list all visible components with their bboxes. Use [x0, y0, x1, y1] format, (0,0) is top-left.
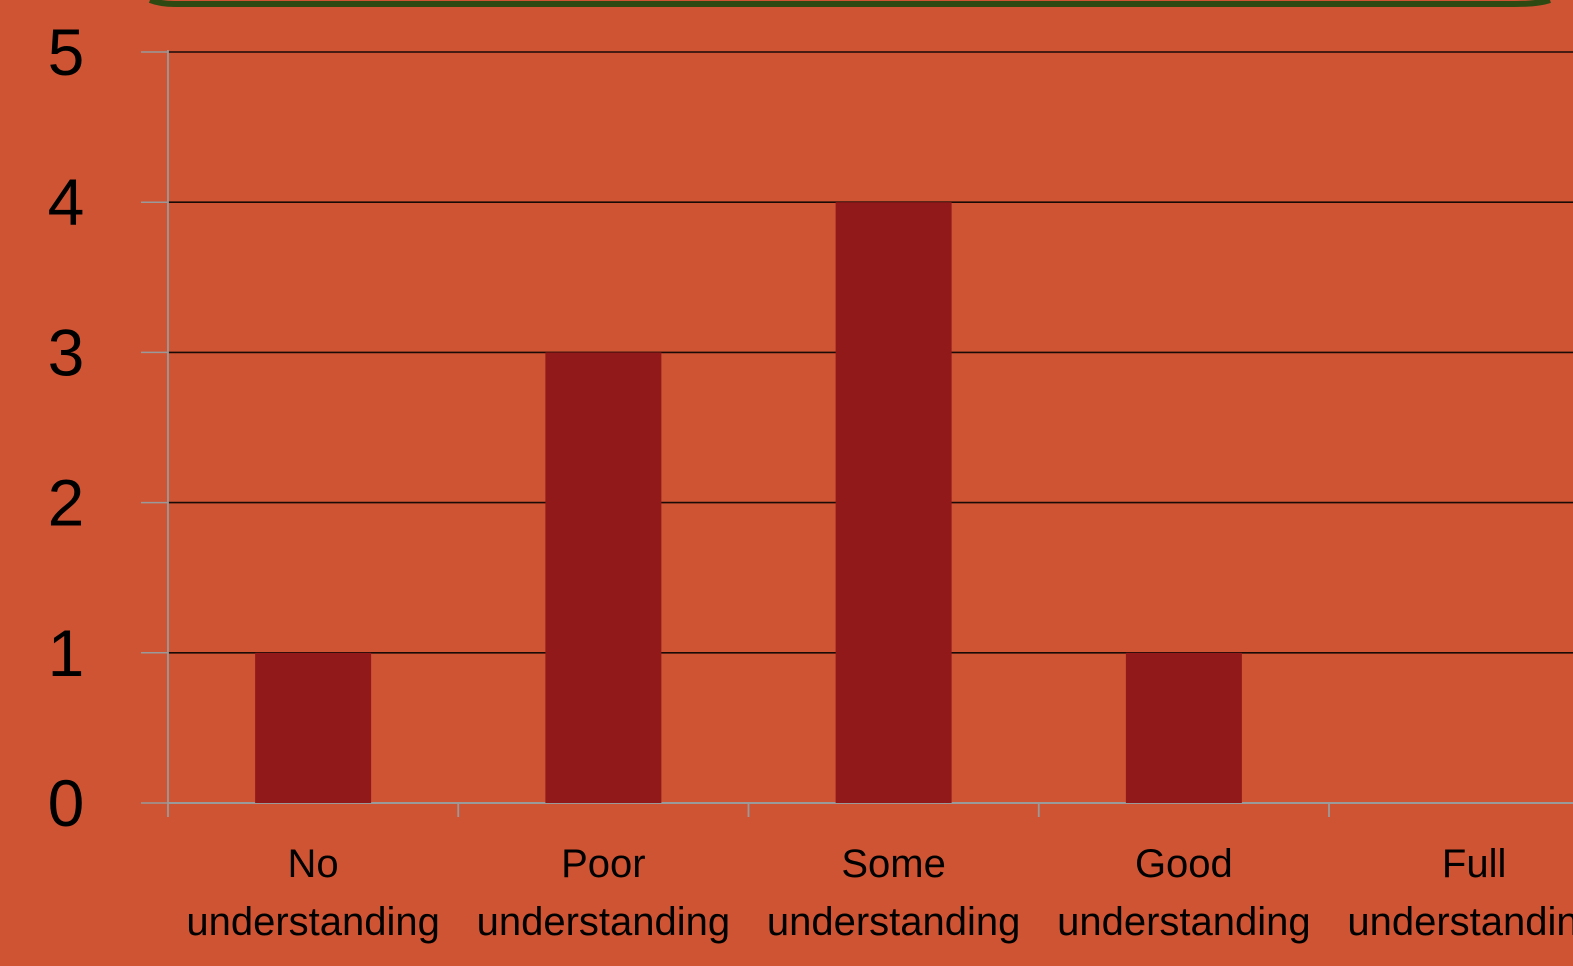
x-category-label-line: No	[288, 842, 339, 886]
chart-frame-top	[148, 0, 1551, 7]
x-category-label-line: understanding	[1057, 900, 1311, 944]
x-category-label-line: Some	[841, 842, 946, 886]
x-category-label: Some understanding	[767, 842, 1021, 944]
bar	[835, 202, 952, 803]
y-tick-label: 5	[48, 15, 85, 89]
x-category-labels: No understanding Poor understanding Some unde…	[186, 842, 1573, 944]
bar	[1125, 652, 1242, 803]
y-tick-label: 3	[48, 315, 85, 389]
x-category-label: Good understanding	[1057, 842, 1311, 944]
y-tick-labels: 0 1 2 3 4 5	[48, 15, 85, 840]
x-category-label-line: understanding	[1347, 900, 1573, 944]
x-category-label: No understanding	[186, 842, 440, 944]
y-tick-label: 2	[48, 466, 85, 540]
y-tick-label: 4	[48, 165, 85, 239]
bar	[545, 352, 662, 803]
bar	[255, 652, 372, 803]
x-category-label: Full understanding	[1347, 842, 1573, 944]
x-category-label: Poor understanding	[477, 842, 731, 944]
y-tick-label: 0	[48, 766, 85, 840]
x-category-label-line: Poor	[561, 842, 646, 886]
bars	[255, 202, 1242, 803]
x-category-label-line: understanding	[186, 900, 440, 944]
x-category-label-line: Good	[1135, 842, 1233, 886]
y-tick-label: 1	[48, 616, 85, 690]
x-category-label-line: understanding	[767, 900, 1021, 944]
x-category-label-line: understanding	[477, 900, 731, 944]
x-category-label-line: Full	[1442, 842, 1506, 886]
